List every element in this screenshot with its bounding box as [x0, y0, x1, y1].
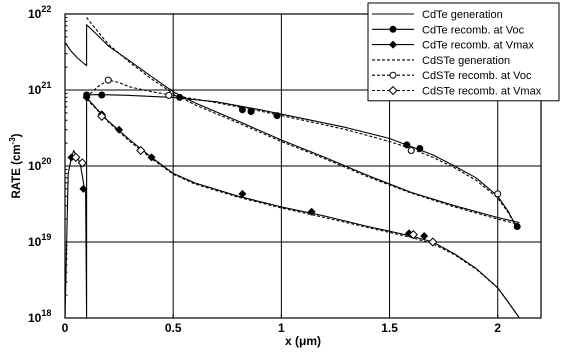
data-point: [71, 152, 81, 162]
data-point: [494, 190, 502, 198]
data-point: [428, 237, 438, 247]
data-point: [79, 184, 88, 193]
series-line: [86, 79, 518, 229]
data-point: [407, 146, 415, 154]
series-6: [71, 98, 520, 319]
x-tick-label: 0: [62, 321, 69, 335]
legend: CdTe generation CdTe recomb. at Voc CdTe r…: [367, 2, 560, 102]
y-tick-label: 1018: [28, 308, 51, 325]
legend-marker: [389, 71, 397, 79]
legend-entry: CdTe generation: [372, 9, 503, 21]
legend-box: [367, 2, 560, 102]
legend-marker: [388, 85, 398, 96]
data-point: [115, 125, 124, 134]
x-tick-label: 1.5: [381, 321, 398, 335]
series-line: [64, 24, 520, 224]
data-point: [98, 91, 106, 99]
series-1: [64, 24, 520, 224]
legend-marker: [389, 25, 397, 33]
data-point: [408, 230, 418, 240]
series-5: [86, 76, 518, 229]
legend-label: CdTe recomb. at Vmax: [422, 40, 534, 52]
y-axis-label-exponent: -3: [8, 137, 17, 145]
y-tick-label: 1021: [28, 80, 51, 97]
series-2: [83, 91, 521, 230]
legend-label: CdTe generation: [422, 9, 503, 21]
data-point: [273, 112, 281, 120]
legend-label: CdSTe generation: [422, 55, 510, 67]
x-axis-label: x (μm): [285, 334, 321, 348]
data-point: [97, 111, 107, 121]
data-point: [165, 91, 173, 99]
series-line: [86, 98, 520, 319]
y-tick-label: 1019: [28, 232, 51, 249]
x-tick-label: 0.5: [165, 321, 182, 335]
series-4: [86, 17, 520, 226]
legend-label: CdSTe recomb. at Voc: [422, 70, 532, 82]
y-tick-label: 1020: [28, 156, 51, 173]
legend-entry: CdTe recomb. at Vmax: [372, 40, 534, 52]
data-point: [136, 145, 146, 156]
data-point: [420, 231, 429, 240]
y-axis-label: RATE (cm-3): [8, 133, 23, 198]
series-layer: [64, 17, 521, 319]
legend-label: CdSTe recomb. at Vmax: [422, 86, 542, 98]
series-line: [86, 17, 520, 226]
series-line: [86, 94, 518, 229]
legend-entry: CdSTe recomb. at Vmax: [372, 86, 542, 98]
series-line: [64, 96, 520, 319]
data-point: [307, 207, 316, 216]
legend-entry: CdSTe generation: [372, 55, 510, 67]
axis-ticks: 0 0.5 1 1.5 2 1018 1019 1020 1021 1022: [28, 4, 501, 335]
legend-entry: CdSTe recomb. at Voc: [372, 70, 532, 82]
data-point: [104, 76, 112, 84]
legend-marker: [388, 40, 398, 49]
data-point: [238, 189, 247, 198]
legend-entry: CdTe recomb. at Voc: [372, 24, 525, 36]
legend-label: CdTe recomb. at Voc: [422, 24, 525, 36]
y-tick-label: 1022: [28, 4, 51, 21]
data-point: [77, 158, 87, 168]
x-tick-label: 2: [494, 321, 501, 335]
x-tick-label: 1: [278, 321, 285, 335]
